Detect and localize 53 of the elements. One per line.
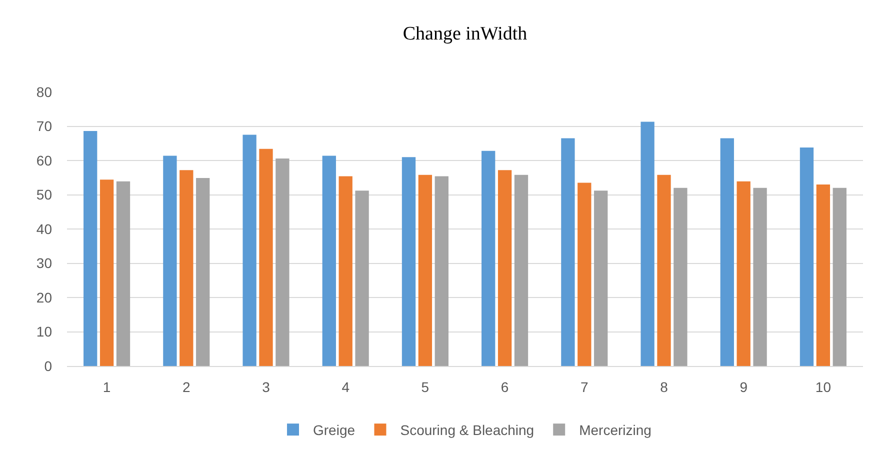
y-tick-label: 40: [36, 220, 52, 237]
bar: [402, 157, 416, 366]
bar: [100, 180, 114, 366]
bar: [482, 150, 496, 366]
bar: [180, 170, 194, 366]
y-tick-label: 70: [36, 118, 52, 134]
x-tick-label: 7: [580, 378, 588, 395]
y-tick-label: 80: [36, 84, 52, 100]
x-tick-label: 10: [815, 378, 832, 395]
legend-label: Greige: [313, 422, 356, 438]
x-tick-label: 8: [660, 378, 668, 395]
bar: [276, 158, 290, 366]
legend-label: Scouring & Bleaching: [400, 422, 534, 438]
bar: [259, 148, 273, 366]
y-tick-label: 20: [36, 289, 52, 306]
bar: [338, 176, 352, 366]
bar: [674, 188, 688, 366]
bar: [578, 182, 592, 366]
bar: [322, 156, 336, 366]
bar: [116, 181, 130, 366]
x-tick-label: 6: [500, 378, 509, 395]
y-tick-label: 60: [36, 152, 52, 168]
bar: [355, 190, 369, 366]
bar: [736, 181, 750, 366]
bar: [816, 184, 830, 366]
bar: [434, 176, 448, 366]
x-tick-label: 9: [740, 378, 748, 395]
bar: [594, 190, 608, 366]
bar: [832, 188, 846, 366]
bar: [800, 147, 814, 366]
chart-title: Change inWidth: [402, 24, 528, 45]
y-tick-label: 30: [36, 255, 52, 272]
x-tick-label: 5: [421, 378, 430, 395]
bar: [657, 174, 671, 366]
y-tick-label: 50: [36, 186, 52, 203]
bar: [498, 170, 512, 366]
bar: [418, 174, 432, 366]
bar: [84, 131, 98, 366]
x-tick-label: 2: [182, 378, 190, 395]
bar: [196, 178, 210, 366]
bar: [242, 134, 256, 366]
bar: [640, 122, 654, 366]
bar: [561, 138, 575, 366]
x-tick-label: 1: [102, 378, 111, 395]
y-tick-label: 0: [44, 358, 52, 374]
x-tick-label: 4: [342, 378, 350, 395]
x-tick-label: 3: [262, 378, 270, 395]
y-tick-label: 10: [36, 324, 52, 340]
bar: [514, 174, 528, 366]
bar: [720, 138, 734, 366]
bar: [753, 188, 767, 366]
bar: [163, 156, 177, 366]
legend-label: Mercerizing: [579, 422, 652, 438]
